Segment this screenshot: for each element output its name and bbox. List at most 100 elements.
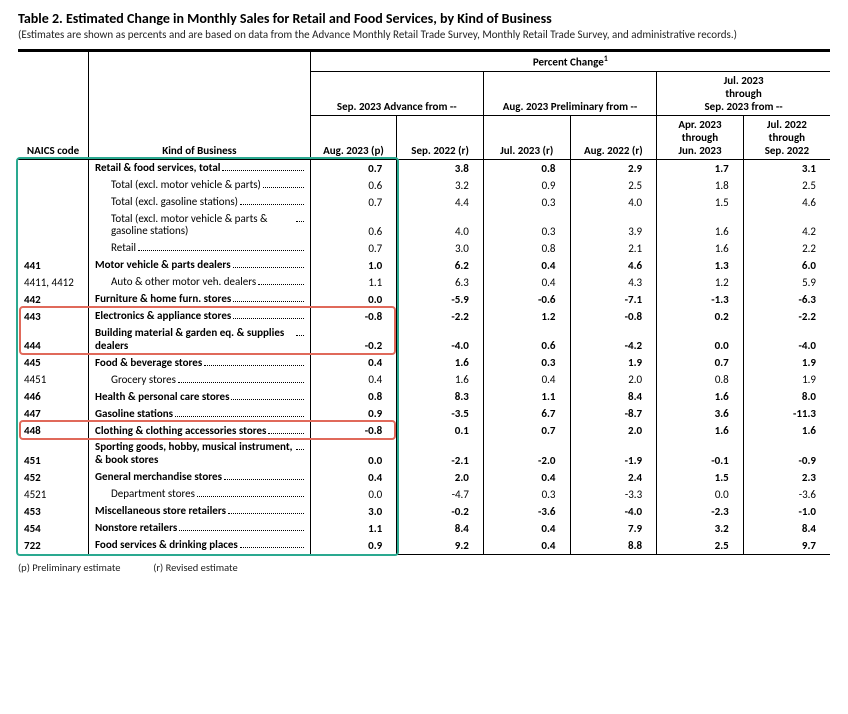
cell-value: 0.0 [657, 486, 744, 503]
cell-value: 0.8 [310, 388, 397, 405]
cell-value: -0.6 [483, 291, 570, 308]
table-row: 4411, 4412Auto & other motor veh. dealer… [18, 274, 830, 291]
cell-value: 0.9 [310, 405, 397, 422]
cell-value: 0.7 [310, 240, 397, 257]
cell-value: -4.7 [397, 486, 484, 503]
cell-value: 5.9 [743, 274, 830, 291]
cell-value: -2.2 [743, 308, 830, 325]
table-wrap: NAICS code Kind of Business Percent Chan… [18, 49, 830, 555]
cell-value: 8.3 [397, 388, 484, 405]
cell-naics [18, 211, 89, 240]
cell-value: -6.3 [743, 291, 830, 308]
cell-value: 0.3 [483, 194, 570, 211]
cell-naics: 447 [18, 405, 89, 422]
cell-value: 1.5 [657, 469, 744, 486]
cell-value: 1.6 [657, 240, 744, 257]
cell-naics: 448 [18, 422, 89, 439]
cell-value: 3.6 [657, 405, 744, 422]
cell-value: 6.2 [397, 257, 484, 274]
cell-value: 3.0 [310, 503, 397, 520]
cell-value: 2.3 [743, 469, 830, 486]
cell-value: 0.7 [483, 422, 570, 439]
cell-value: 0.3 [483, 211, 570, 240]
cell-value: 0.8 [657, 371, 744, 388]
col-c1: Aug. 2023 (p) [310, 115, 397, 159]
table-row: 4451Grocery stores0.41.60.42.00.81.9 [18, 371, 830, 388]
cell-naics: 444 [18, 325, 89, 354]
cell-kind: Motor vehicle & parts dealers [89, 257, 311, 274]
cell-kind: Building material & garden eq. & supplie… [89, 325, 311, 354]
cell-value: 0.3 [483, 354, 570, 371]
col-c3: Jul. 2023 (r) [483, 115, 570, 159]
cell-value: 3.9 [570, 211, 657, 240]
col-g2: Aug. 2023 Preliminary from -- [483, 71, 656, 115]
table-row: 443Electronics & appliance stores-0.8-2.… [18, 308, 830, 325]
cell-value: -7.1 [570, 291, 657, 308]
cell-naics: 451 [18, 439, 89, 468]
col-c2: Sep. 2022 (r) [397, 115, 484, 159]
cell-value: 0.6 [310, 211, 397, 240]
cell-naics [18, 240, 89, 257]
col-kind-header: Kind of Business [89, 51, 311, 160]
cell-naics: 441 [18, 257, 89, 274]
table-row: 442Furniture & home furn. stores0.0-5.9-… [18, 291, 830, 308]
table-row: 447Gasoline stations0.9-3.56.7-8.73.6-11… [18, 405, 830, 422]
cell-kind: Department stores [89, 486, 311, 503]
cell-value: -5.9 [397, 291, 484, 308]
cell-value: 4.0 [570, 194, 657, 211]
table-row: 444Building material & garden eq. & supp… [18, 325, 830, 354]
cell-naics: 4521 [18, 486, 89, 503]
cell-naics: 4451 [18, 371, 89, 388]
cell-value: 8.8 [570, 537, 657, 555]
cell-value: -0.1 [657, 439, 744, 468]
header-row-1: NAICS code Kind of Business Percent Chan… [18, 51, 830, 72]
cell-value: 1.0 [310, 257, 397, 274]
table-row: 445Food & beverage stores0.41.60.31.90.7… [18, 354, 830, 371]
cell-value: -3.6 [483, 503, 570, 520]
col-c4: Aug. 2022 (r) [570, 115, 657, 159]
cell-value: 7.9 [570, 520, 657, 537]
cell-value: -11.3 [743, 405, 830, 422]
cell-naics: 453 [18, 503, 89, 520]
cell-value: 2.5 [657, 537, 744, 555]
cell-value: -2.1 [397, 439, 484, 468]
table-row: 446Health & personal care stores0.88.31.… [18, 388, 830, 405]
cell-value: 2.1 [570, 240, 657, 257]
table-row: 454Nonstore retailers1.18.40.47.93.28.4 [18, 520, 830, 537]
col-g3: Jul. 2023 through Sep. 2023 from -- [657, 71, 830, 115]
cell-value: -4.0 [570, 503, 657, 520]
cell-value: 1.1 [310, 520, 397, 537]
cell-kind: Auto & other motor veh. dealers [89, 274, 311, 291]
cell-value: 1.3 [657, 257, 744, 274]
cell-value: 1.2 [483, 308, 570, 325]
cell-naics: 443 [18, 308, 89, 325]
cell-kind: Total (excl. motor vehicle & parts & gas… [89, 211, 311, 240]
cell-value: -1.9 [570, 439, 657, 468]
cell-kind: Total (excl. motor vehicle & parts) [89, 177, 311, 194]
cell-value: -4.2 [570, 325, 657, 354]
footer-r: (r) Revised estimate [153, 561, 237, 574]
cell-value: 0.2 [657, 308, 744, 325]
cell-value: -2.0 [483, 439, 570, 468]
cell-value: -2.3 [657, 503, 744, 520]
cell-value: 0.4 [310, 354, 397, 371]
table-subtitle: (Estimates are shown as percents and are… [18, 28, 830, 41]
cell-value: 0.8 [483, 240, 570, 257]
cell-naics [18, 194, 89, 211]
cell-value: 1.5 [657, 194, 744, 211]
table-row: 451Sporting goods, hobby, musical instru… [18, 439, 830, 468]
cell-value: 3.2 [397, 177, 484, 194]
cell-naics: 4411, 4412 [18, 274, 89, 291]
cell-value: -0.9 [743, 439, 830, 468]
data-table: NAICS code Kind of Business Percent Chan… [18, 49, 830, 555]
cell-value: 0.4 [310, 371, 397, 388]
cell-value: 6.0 [743, 257, 830, 274]
cell-value: 4.3 [570, 274, 657, 291]
cell-value: 4.6 [570, 257, 657, 274]
cell-value: 8.4 [397, 520, 484, 537]
cell-value: 3.0 [397, 240, 484, 257]
footer-p: (p) Preliminary estimate [18, 561, 120, 574]
col-g1: Sep. 2023 Advance from -- [310, 71, 483, 115]
cell-value: -4.0 [397, 325, 484, 354]
col-group-percentchange: Percent Change1 [310, 51, 830, 72]
